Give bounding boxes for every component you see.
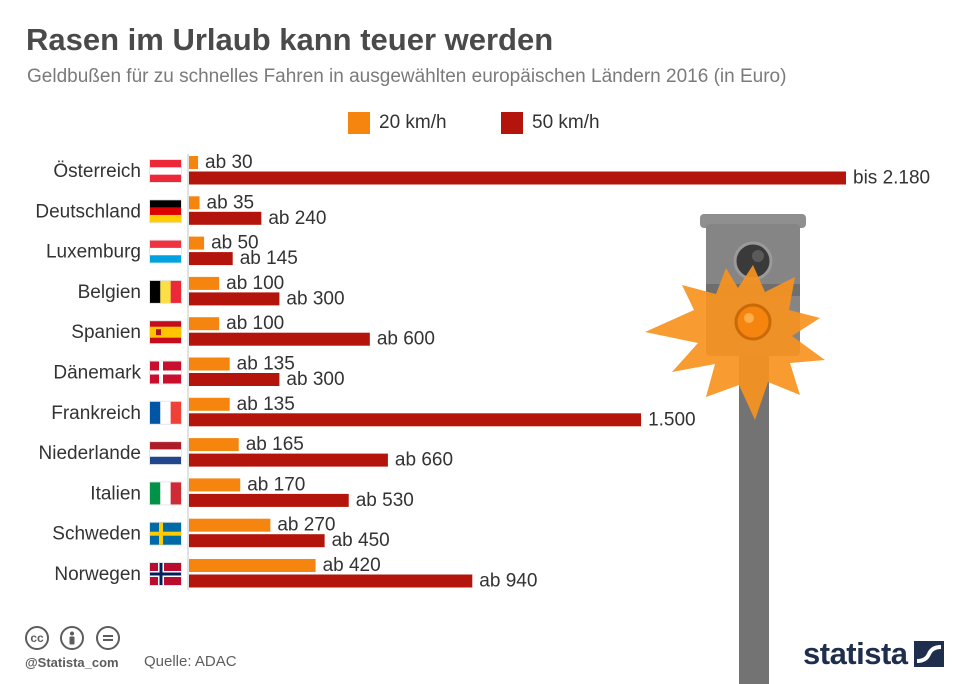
data-label-50kmh-4: ab 600 — [377, 329, 435, 350]
no-derivatives-icon — [95, 626, 120, 650]
chart-title: Rasen im Urlaub kann teuer werden — [26, 22, 554, 57]
data-label-50kmh-0: bis 2.180 — [853, 168, 930, 189]
flag-italy-icon-stripe-right — [170, 482, 181, 505]
country-label-7: Niederlande — [39, 443, 141, 464]
attribution-icon — [60, 626, 85, 650]
bar-20kmh-2 — [189, 236, 205, 250]
license-icons: cc — [25, 626, 127, 650]
country-label-8: Italien — [90, 483, 141, 504]
legend-label-20kmh: 20 km/h — [379, 112, 447, 133]
legend-item-50kmh: 50 km/h — [501, 111, 600, 135]
chart-subtitle: Geldbußen für zu schnelles Fahren in aus… — [27, 66, 787, 87]
bar-50kmh-3 — [189, 292, 280, 306]
data-label-20kmh-7: ab 165 — [246, 434, 304, 455]
bar-20kmh-7 — [189, 438, 239, 452]
data-label-20kmh-9: ab 270 — [277, 515, 335, 536]
data-label-20kmh-8: ab 170 — [247, 474, 305, 495]
flag-germany-icon-stripe-top — [150, 200, 181, 208]
country-label-2: Luxemburg — [46, 242, 141, 263]
flag-luxembourg-icon-stripe-mid — [150, 247, 181, 256]
bar-50kmh-2 — [189, 252, 233, 266]
bar-20kmh-6 — [189, 397, 230, 411]
bar-20kmh-9 — [189, 518, 271, 532]
statista-logo[interactable]: statista — [803, 636, 944, 672]
data-label-50kmh-10: ab 940 — [479, 571, 537, 592]
flag-italy-icon-stripe-mid — [160, 482, 171, 505]
bar-50kmh-5 — [189, 373, 280, 386]
flag-norway-icon-cross-h — [150, 572, 181, 576]
flag-luxembourg-icon-stripe-bottom — [150, 255, 181, 263]
bar-50kmh-7 — [189, 453, 388, 467]
country-label-0: Österreich — [53, 161, 141, 182]
data-label-50kmh-2: ab 145 — [240, 248, 298, 269]
bar-50kmh-1 — [189, 211, 262, 225]
statista-logo-icon — [913, 641, 944, 667]
data-label-20kmh-3: ab 100 — [226, 273, 284, 294]
data-label-50kmh-1: ab 240 — [268, 208, 326, 229]
flag-belgium-icon-stripe-left — [150, 280, 161, 303]
legend-item-20kmh: 20 km/h — [348, 111, 447, 135]
data-label-20kmh-1: ab 35 — [207, 192, 255, 213]
flag-france-icon-stripe-mid — [160, 401, 171, 424]
flag-denmark-icon-cross-h — [150, 370, 181, 375]
data-label-20kmh-4: ab 100 — [226, 313, 284, 334]
country-label-5: Dänemark — [53, 363, 141, 384]
bar-50kmh-4 — [189, 332, 370, 346]
flag-italy-icon-stripe-left — [150, 482, 161, 505]
flag-sweden-icon-cross-h — [150, 531, 181, 536]
country-label-4: Spanien — [71, 322, 141, 343]
flag-germany-icon-stripe-bottom — [150, 214, 181, 223]
country-label-9: Schweden — [52, 524, 141, 545]
bar-20kmh-0 — [189, 156, 199, 169]
statista-wordmark: statista — [803, 636, 908, 671]
speed-camera-flash-icon — [645, 214, 825, 684]
flag-spain-icon-emblem — [156, 329, 161, 336]
bars-group: Österreich ab 30 bis 2.180 Deutschland ab 35… — [35, 152, 930, 592]
flag-spain-icon-stripe — [150, 326, 181, 338]
data-label-50kmh-9: ab 450 — [332, 530, 390, 551]
data-label-20kmh-0: ab 30 — [205, 152, 253, 173]
data-label-50kmh-8: ab 530 — [356, 490, 414, 511]
data-label-20kmh-2: ab 50 — [211, 233, 259, 254]
bar-20kmh-10 — [189, 559, 316, 572]
bar-50kmh-9 — [189, 534, 325, 548]
flag-france-icon-stripe-right — [170, 401, 181, 424]
source-note: Quelle: ADAC — [144, 653, 237, 670]
flag-luxembourg-icon-stripe-top — [150, 240, 181, 248]
bar-50kmh-0 — [189, 171, 846, 185]
data-label-20kmh-10: ab 420 — [323, 555, 381, 576]
flag-germany-icon-stripe-mid — [150, 207, 181, 215]
bar-20kmh-8 — [189, 478, 241, 492]
bar-20kmh-5 — [189, 357, 230, 371]
legend-swatch-50kmh — [501, 112, 523, 134]
legend-label-50kmh: 50 km/h — [532, 112, 600, 133]
bar-50kmh-6 — [189, 413, 642, 427]
statista-handle[interactable]: @Statista_com — [25, 655, 119, 670]
legend-swatch-20kmh — [348, 112, 370, 134]
flag-netherlands-icon-stripe-bottom — [150, 456, 181, 465]
country-label-3: Belgien — [78, 282, 141, 303]
bar-20kmh-1 — [189, 196, 200, 210]
country-label-1: Deutschland — [35, 201, 141, 222]
bar-50kmh-8 — [189, 493, 349, 507]
data-label-50kmh-7: ab 660 — [395, 450, 453, 471]
flag-belgium-icon-stripe-right — [170, 280, 181, 303]
country-label-10: Norwegen — [54, 564, 141, 585]
flag-netherlands-icon-stripe-mid — [150, 449, 181, 457]
data-label-20kmh-5: ab 135 — [237, 354, 295, 375]
bar-20kmh-3 — [189, 276, 220, 290]
country-label-6: Frankreich — [51, 403, 141, 424]
flag-austria-icon-stripe — [150, 167, 181, 175]
data-label-20kmh-6: ab 135 — [237, 394, 295, 415]
bar-50kmh-10 — [189, 574, 473, 588]
data-label-50kmh-6: 1.500 — [648, 409, 696, 430]
cc-icon: cc — [25, 626, 49, 650]
data-label-50kmh-3: ab 300 — [286, 288, 344, 309]
bar-20kmh-4 — [189, 317, 220, 331]
flag-netherlands-icon-stripe-top — [150, 442, 181, 450]
flag-belgium-icon-stripe-mid — [160, 280, 171, 303]
data-label-50kmh-5: ab 300 — [286, 369, 344, 390]
flag-france-icon-stripe-left — [150, 401, 161, 424]
